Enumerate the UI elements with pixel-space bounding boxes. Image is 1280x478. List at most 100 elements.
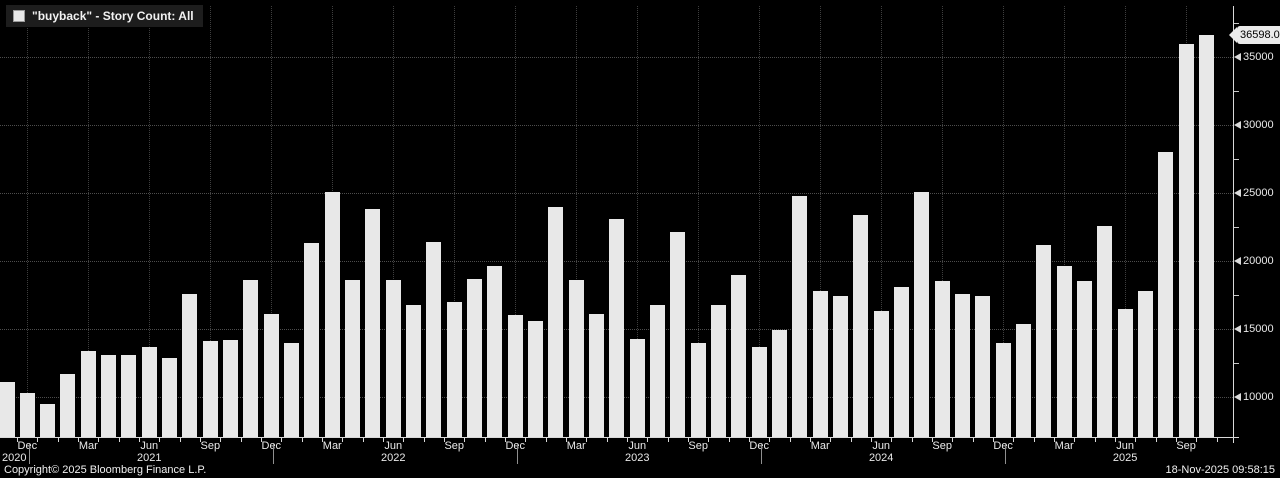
x-axis-month-tick	[362, 438, 364, 442]
bar	[121, 354, 137, 437]
bar	[263, 314, 279, 437]
x-axis-month-tick	[383, 438, 385, 442]
gridline-vertical	[1003, 6, 1005, 437]
bar	[1158, 152, 1174, 437]
bar	[345, 280, 361, 437]
bar	[284, 342, 300, 437]
bar	[182, 293, 198, 437]
x-axis-month-tick	[240, 438, 242, 442]
legend-item-buyback-story-count[interactable]: "buyback" - Story Count: All	[6, 5, 203, 27]
bar	[955, 293, 970, 437]
gridline-vertical	[576, 6, 578, 437]
x-axis-month-tick	[484, 438, 486, 442]
x-axis-month-tick	[179, 438, 181, 442]
y-axis-tick-label: 20000	[1243, 255, 1274, 267]
x-axis-month-tick	[139, 438, 141, 442]
bar	[202, 341, 218, 437]
bar	[304, 243, 320, 437]
bar	[609, 218, 625, 437]
gridline-vertical	[820, 6, 822, 437]
x-axis-month-tick	[810, 438, 812, 442]
bar	[690, 342, 706, 437]
bar	[589, 314, 605, 437]
gridline-horizontal	[0, 124, 1233, 126]
bar	[426, 241, 442, 437]
x-axis-month-tick	[647, 438, 649, 442]
bar	[528, 320, 544, 437]
x-axis-month-label: Mar	[78, 440, 98, 452]
x-axis-month-label: Mar	[810, 440, 830, 452]
y-axis-tick-arrow	[1234, 393, 1241, 401]
bar	[1198, 35, 1214, 437]
gridline-vertical	[698, 6, 700, 437]
copyright-text: Copyright© 2025 Bloomberg Finance L.P.	[4, 464, 207, 476]
bar	[467, 278, 483, 437]
x-axis-month-tick	[871, 438, 873, 442]
gridline-horizontal	[0, 192, 1233, 194]
x-axis-month-tick	[1175, 438, 1177, 442]
bar	[853, 214, 869, 437]
x-axis-month-tick	[1196, 438, 1198, 442]
x-axis-month-label: Jun	[628, 440, 647, 452]
y-axis-tick-label: 10000	[1243, 391, 1274, 403]
x-axis-month-tick	[1053, 438, 1055, 442]
x-axis-month-tick	[1216, 438, 1218, 442]
y-axis-minor-tick	[1234, 91, 1239, 92]
x-axis-month-tick	[1074, 438, 1076, 442]
gridline-vertical	[149, 6, 151, 437]
y-axis-tick-arrow	[1234, 121, 1241, 129]
gridline-vertical	[1125, 6, 1127, 437]
bar	[1076, 281, 1092, 437]
year-separator	[517, 444, 519, 464]
bar	[833, 296, 849, 437]
x-axis-year-label: 2020	[2, 452, 27, 464]
x-axis-month-label: Dec	[261, 440, 282, 452]
bar	[934, 281, 950, 437]
x-axis-month-tick	[403, 438, 405, 442]
x-axis-month-tick	[118, 438, 120, 442]
bar	[162, 357, 178, 437]
x-axis-month-tick	[932, 438, 933, 442]
timestamp-text: 18-Nov-2025 09:58:15	[1165, 464, 1275, 476]
bar	[385, 280, 401, 437]
x-axis-month-tick	[98, 438, 100, 442]
x-axis-month-tick	[342, 438, 344, 442]
bar	[223, 339, 239, 437]
x-axis-month-tick	[789, 438, 791, 442]
x-axis-month-label: Jun	[140, 440, 159, 452]
bar	[629, 338, 645, 437]
x-axis-month-tick	[688, 438, 690, 442]
x-axis-year-label: 2021	[137, 452, 162, 464]
bar	[80, 350, 96, 437]
series-swatch-icon	[13, 10, 25, 22]
x-axis-month-tick	[17, 438, 19, 442]
gridline-horizontal	[0, 56, 1233, 58]
x-axis-month-label: Dec	[993, 440, 1013, 452]
bar	[101, 354, 117, 437]
x-axis-month-tick	[972, 438, 974, 442]
bar	[792, 195, 808, 437]
y-axis-minor-tick	[1234, 23, 1239, 24]
x-axis-month-tick	[728, 438, 730, 442]
x-axis-month-tick	[769, 438, 771, 442]
bar	[711, 304, 727, 437]
last-value-badge: 36598.00	[1229, 26, 1280, 45]
bar	[1016, 323, 1031, 437]
bar	[731, 274, 747, 437]
x-axis-month-label: Dec	[505, 440, 526, 452]
x-axis-month-tick	[37, 438, 39, 442]
x-axis-month-tick	[606, 438, 608, 442]
bar	[1137, 290, 1153, 437]
bar	[975, 296, 991, 437]
y-axis-tick-arrow	[1234, 325, 1241, 333]
bar	[894, 286, 910, 437]
x-axis-month-tick	[545, 438, 547, 442]
bar	[324, 191, 340, 437]
x-axis-month-tick	[911, 438, 913, 442]
y-axis-tick-label: 15000	[1243, 323, 1274, 335]
x-axis-month-label: Sep	[444, 440, 465, 452]
x-axis-month-label: Sep	[1176, 440, 1196, 452]
bar	[406, 304, 422, 437]
bar	[487, 266, 503, 437]
bar	[995, 342, 1011, 437]
